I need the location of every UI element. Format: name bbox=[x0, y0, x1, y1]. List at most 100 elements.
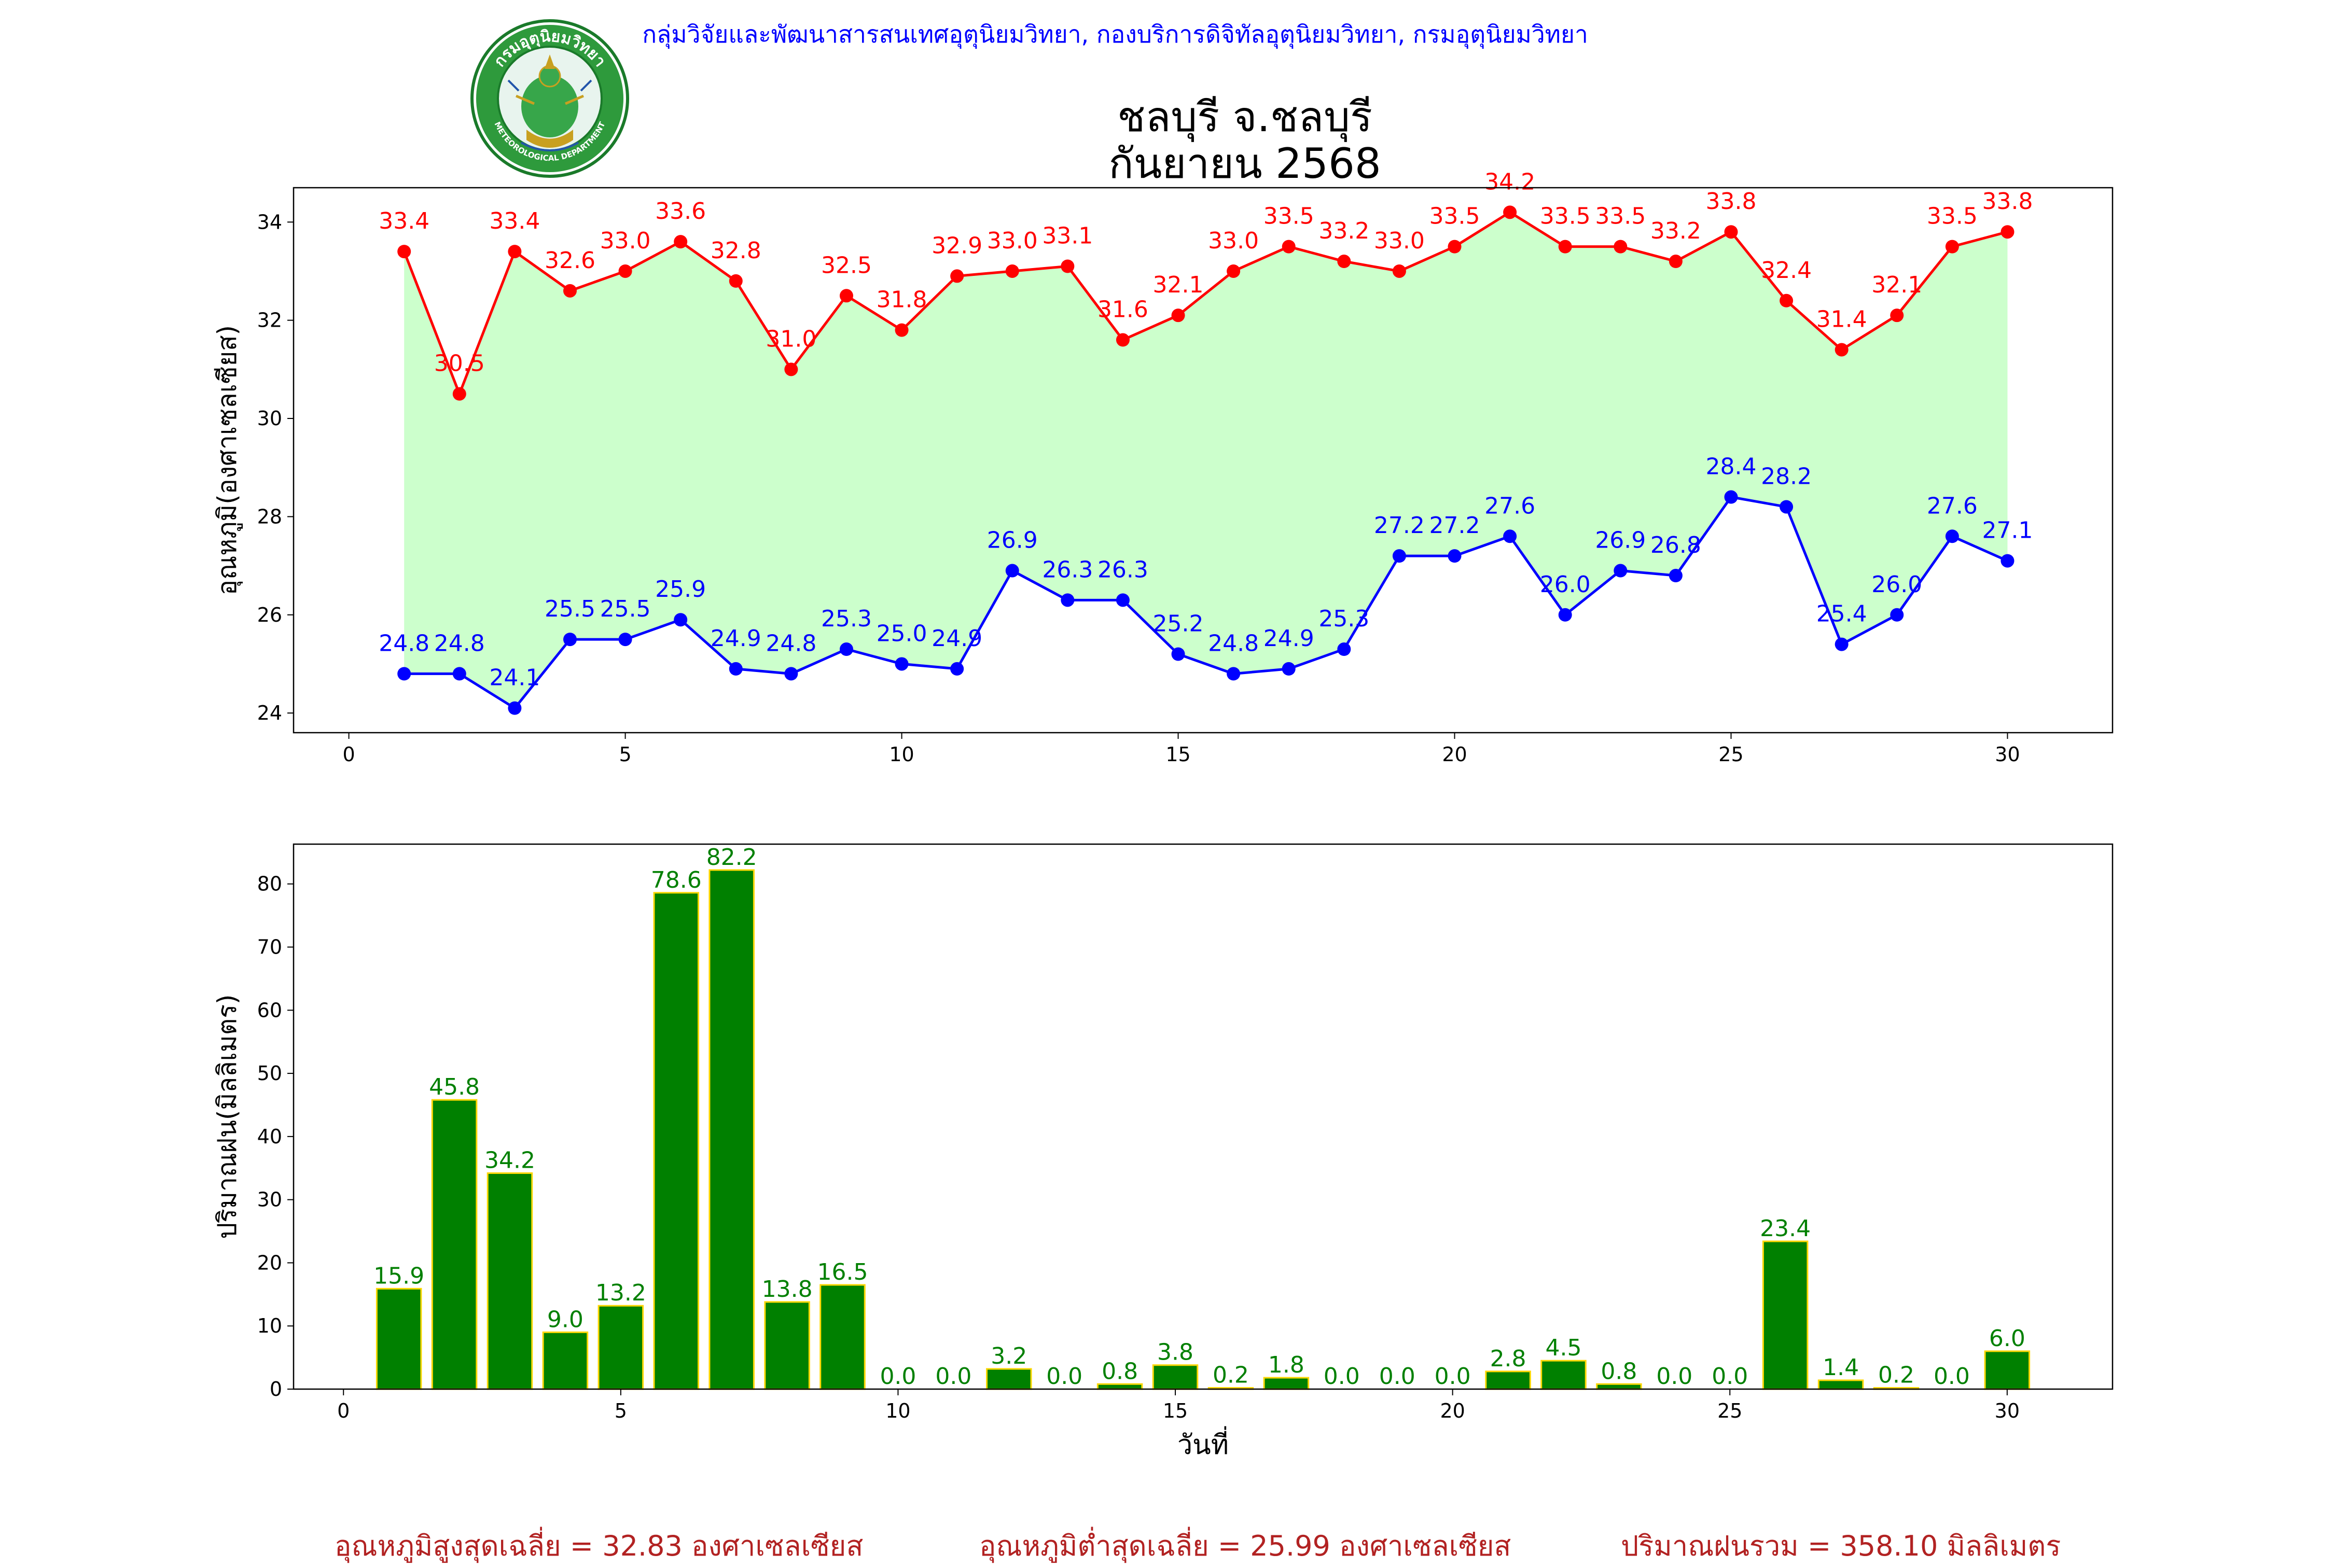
max-temp-label: 33.5 bbox=[1927, 203, 1978, 230]
min-temp-label: 25.3 bbox=[821, 606, 872, 632]
min-temp-point bbox=[1503, 529, 1517, 543]
x-tick-label: 0 bbox=[337, 1399, 350, 1422]
rain-bar-label: 1.4 bbox=[1823, 1354, 1859, 1381]
min-temp-label: 27.2 bbox=[1429, 512, 1480, 539]
min-temp-label: 26.8 bbox=[1650, 532, 1701, 558]
max-temp-point bbox=[674, 235, 688, 249]
max-temp-label: 31.8 bbox=[877, 287, 927, 313]
max-temp-point bbox=[1780, 293, 1794, 307]
rain-bar-label: 2.8 bbox=[1490, 1346, 1526, 1372]
min-temp-point bbox=[950, 662, 964, 676]
max-temp-label: 33.8 bbox=[1706, 188, 1757, 215]
max-temp-label: 32.5 bbox=[821, 252, 872, 278]
y-tick-label: 20 bbox=[257, 1251, 282, 1274]
min-temp-point bbox=[1171, 647, 1185, 661]
max-temp-point bbox=[563, 284, 577, 298]
rain-bar-label: 0.0 bbox=[1934, 1363, 1970, 1390]
min-temp-point bbox=[452, 667, 466, 681]
min-temp-label: 27.1 bbox=[1982, 517, 2033, 544]
rain-bar bbox=[487, 1172, 533, 1390]
min-temp-point bbox=[1061, 593, 1075, 607]
rain-bar-label: 3.8 bbox=[1157, 1339, 1193, 1366]
max-temp-point bbox=[1945, 240, 1959, 254]
min-temp-label: 26.9 bbox=[987, 527, 1038, 554]
rain-bar-label: 0.0 bbox=[1435, 1363, 1471, 1390]
max-temp-point bbox=[1282, 240, 1296, 254]
min-temp-point bbox=[1227, 667, 1241, 681]
rain-bar-label: 4.5 bbox=[1545, 1335, 1581, 1361]
min-temp-label: 24.9 bbox=[1263, 625, 1314, 652]
max-temp-label: 33.5 bbox=[1540, 203, 1591, 230]
rain-bar bbox=[1152, 1364, 1199, 1390]
min-temp-label: 26.3 bbox=[1097, 556, 1148, 583]
max-temp-point bbox=[1835, 343, 1849, 357]
rain-bar bbox=[653, 892, 700, 1390]
max-temp-point bbox=[1061, 259, 1075, 273]
y-tick-label: 40 bbox=[257, 1125, 282, 1148]
min-temp-point bbox=[674, 613, 688, 627]
x-tick-label: 20 bbox=[1440, 1399, 1465, 1422]
x-tick-label: 0 bbox=[343, 743, 355, 766]
rain-bar-label: 23.4 bbox=[1760, 1215, 1811, 1242]
min-temp-point bbox=[895, 657, 909, 671]
rain-bar bbox=[1984, 1350, 2031, 1390]
max-temp-point bbox=[1337, 255, 1351, 269]
rain-bar-label: 34.2 bbox=[484, 1147, 535, 1173]
max-temp-point bbox=[1005, 264, 1019, 278]
max-temp-label: 33.2 bbox=[1318, 218, 1369, 244]
rain-bar bbox=[1096, 1383, 1143, 1390]
x-axis-label: วันที่ bbox=[1177, 1426, 1229, 1461]
min-temp-point bbox=[1890, 608, 1904, 622]
x-tick-label: 20 bbox=[1442, 743, 1467, 766]
rain-bar bbox=[764, 1301, 810, 1390]
rain-bar-label: 9.0 bbox=[547, 1306, 584, 1333]
chart-title-station: ชลบุรี จ.ชลบุรี bbox=[1117, 93, 1372, 141]
rain-bar-label: 0.0 bbox=[1712, 1363, 1748, 1390]
rain-bar-label: 0.0 bbox=[1656, 1363, 1692, 1390]
min-temp-label: 27.6 bbox=[1927, 493, 1978, 519]
min-temp-point bbox=[1614, 564, 1628, 578]
rain-bar-label: 0.0 bbox=[880, 1363, 916, 1390]
x-tick-label: 30 bbox=[1995, 1399, 2020, 1422]
rain-bar-label: 15.9 bbox=[373, 1263, 424, 1289]
max-temp-label: 33.5 bbox=[1429, 203, 1480, 230]
plot-frame bbox=[293, 187, 2114, 734]
max-temp-label: 32.1 bbox=[1153, 272, 1204, 298]
department-header: กลุ่มวิจัยและพัฒนาสารสนเทศอุตุนิยมวิทยา,… bbox=[642, 20, 1588, 48]
max-temp-point bbox=[1171, 309, 1185, 323]
min-temp-label: 24.9 bbox=[932, 625, 982, 652]
rain-bar-label: 0.8 bbox=[1601, 1358, 1637, 1384]
meteorological-department-logo: กรมอุตุนิยมวิทยา METEOROLOGICAL DEPARTME… bbox=[470, 19, 629, 178]
min-temp-label: 25.5 bbox=[545, 596, 595, 622]
max-temp-label: 33.2 bbox=[1650, 218, 1701, 244]
min-temp-label: 25.4 bbox=[1816, 601, 1867, 627]
max-temp-label: 32.1 bbox=[1871, 272, 1922, 298]
max-temp-label: 30.5 bbox=[434, 351, 485, 377]
max-temp-label: 32.6 bbox=[545, 247, 595, 274]
max-temp-label: 34.2 bbox=[1484, 169, 1535, 195]
rain-bar-label: 6.0 bbox=[1989, 1325, 2025, 1352]
min-temp-label: 24.1 bbox=[489, 665, 540, 691]
max-temp-label: 33.1 bbox=[1042, 222, 1093, 249]
min-temp-point bbox=[839, 642, 853, 656]
x-tick-label: 15 bbox=[1163, 1399, 1188, 1422]
min-temp-label: 24.9 bbox=[711, 625, 761, 652]
min-temp-label: 27.2 bbox=[1374, 512, 1425, 539]
min-temp-label: 26.0 bbox=[1871, 571, 1922, 598]
y-tick-label: 32 bbox=[257, 309, 282, 332]
rain-bar-label: 0.0 bbox=[935, 1363, 971, 1390]
y-tick-label: 80 bbox=[257, 873, 282, 895]
rain-bar bbox=[1762, 1240, 1809, 1390]
max-temp-point bbox=[1614, 240, 1628, 254]
min-temp-point bbox=[1392, 549, 1406, 563]
x-tick-label: 10 bbox=[885, 1399, 910, 1422]
min-temp-label: 25.5 bbox=[600, 596, 651, 622]
rain-bar bbox=[542, 1331, 589, 1390]
min-temp-label: 24.8 bbox=[379, 630, 429, 656]
max-temp-point bbox=[2000, 225, 2015, 239]
min-temp-point bbox=[1448, 549, 1462, 563]
max-temp-label: 33.8 bbox=[1982, 188, 2033, 215]
rain-bar bbox=[819, 1284, 866, 1390]
max-temp-point bbox=[1116, 333, 1130, 347]
min-temp-label: 25.3 bbox=[1318, 606, 1369, 632]
